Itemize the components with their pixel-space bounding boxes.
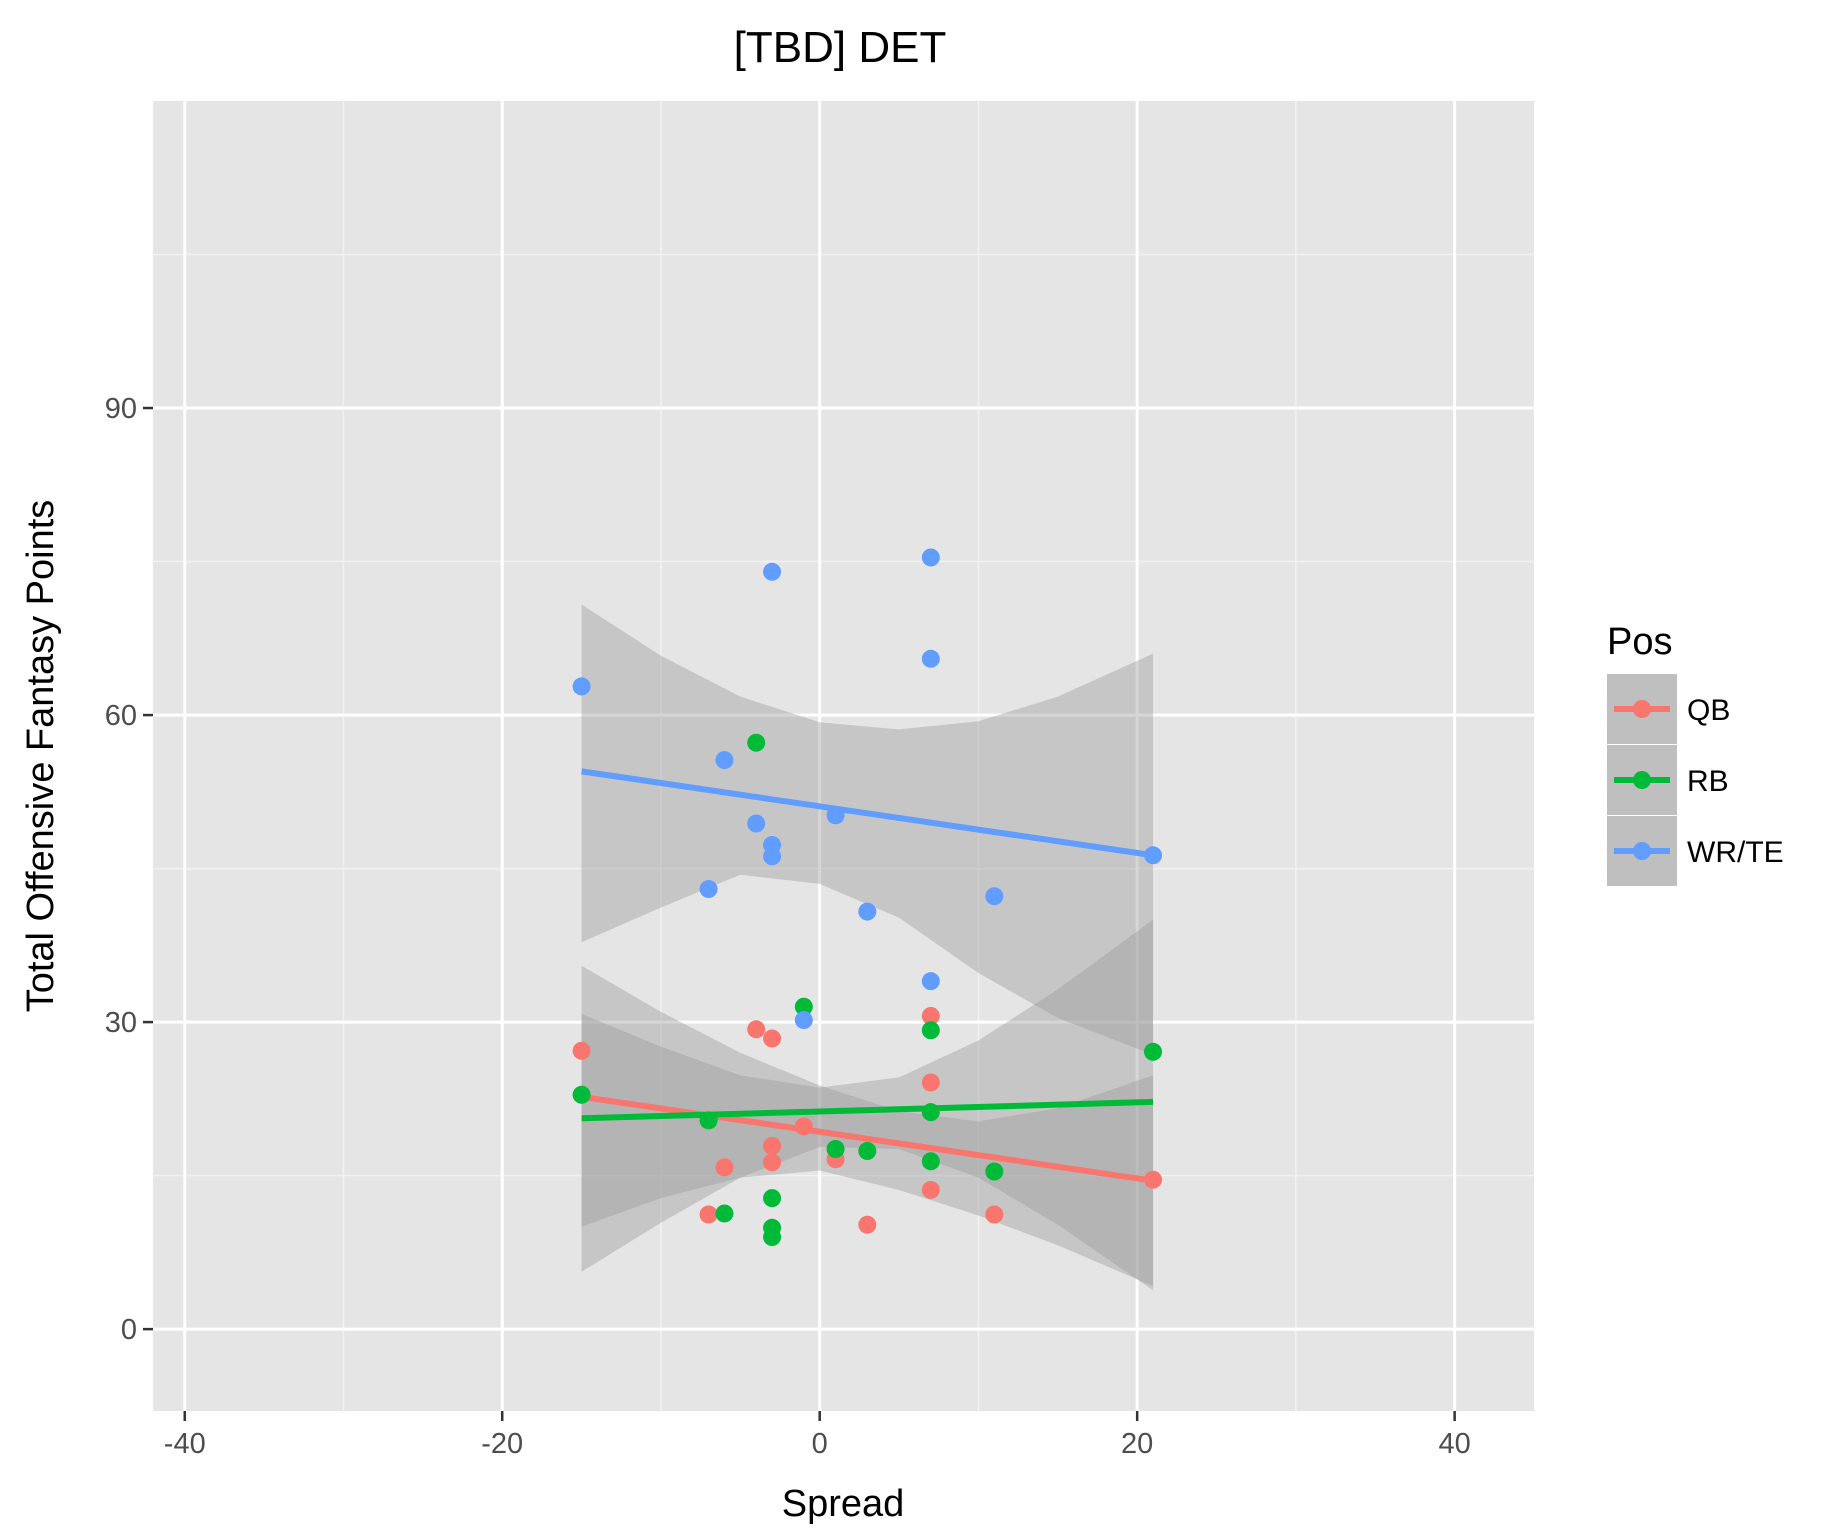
y-tick-label: 30 — [105, 1007, 137, 1039]
data-point — [699, 1205, 718, 1224]
legend: Pos QB RB WR/TE — [1607, 621, 1784, 886]
data-point — [747, 1020, 766, 1039]
data-point — [921, 649, 940, 668]
regression-line — [581, 768, 1154, 859]
legend-entry-label: WR/TE — [1687, 836, 1784, 869]
data-point — [858, 902, 877, 921]
data-point — [921, 1006, 940, 1025]
data-point — [763, 562, 782, 581]
data-point — [921, 1021, 940, 1040]
data-point — [572, 677, 591, 696]
x-tick-label: -20 — [481, 1428, 523, 1460]
data-point — [921, 1152, 940, 1171]
x-tick-label: -40 — [164, 1428, 206, 1460]
data-point — [747, 814, 766, 833]
data-point — [826, 806, 845, 825]
data-point — [794, 997, 813, 1016]
y-tick-label: 90 — [105, 393, 137, 425]
x-tick-label: 0 — [812, 1428, 828, 1460]
legend-key-point — [1633, 771, 1651, 789]
data-point — [747, 733, 766, 752]
regression-line — [581, 1098, 1154, 1122]
data-point — [715, 1204, 734, 1223]
x-tick-label: 40 — [1438, 1428, 1470, 1460]
data-point — [1144, 1042, 1163, 1061]
x-axis-title: Spread — [782, 1483, 905, 1525]
data-point — [858, 1142, 877, 1161]
data-point — [985, 887, 1004, 906]
confidence-band — [581, 919, 1154, 1291]
data-point — [572, 1041, 591, 1060]
legend-key-point — [1633, 842, 1651, 860]
data-point — [921, 1180, 940, 1199]
data-point — [921, 548, 940, 567]
y-tick-label: 0 — [121, 1314, 137, 1346]
data-point — [1144, 846, 1163, 865]
data-point — [794, 1117, 813, 1136]
gridlines-major — [153, 101, 1534, 1411]
data-point — [715, 751, 734, 770]
axis-ticks: -40 -20 0 20 40 0 30 60 90 — [105, 393, 1471, 1460]
y-axis-title: Total Offensive Fantasy Points — [20, 500, 62, 1013]
gridlines-minor — [153, 101, 1534, 1411]
data-points — [572, 548, 1163, 1247]
data-point — [763, 1136, 782, 1155]
regression-lines — [581, 768, 1154, 1184]
regression-line — [581, 1093, 1154, 1184]
plot-panel — [153, 101, 1534, 1411]
data-point — [572, 1085, 591, 1104]
data-point — [763, 1153, 782, 1172]
chart-title: [TBD] DET — [734, 23, 947, 72]
confidence-band — [581, 604, 1154, 1055]
x-tick-label: 20 — [1121, 1428, 1153, 1460]
confidence-band — [581, 965, 1154, 1287]
legend-entry-label: RB — [1687, 765, 1729, 798]
data-point — [826, 1140, 845, 1158]
data-point — [921, 1103, 940, 1122]
legend-key-point — [1633, 700, 1651, 718]
data-point — [763, 1029, 782, 1048]
data-point — [858, 1215, 877, 1234]
confidence-bands — [581, 604, 1154, 1291]
data-point — [921, 1073, 940, 1092]
data-point — [763, 1189, 782, 1208]
data-point — [1144, 1170, 1163, 1189]
data-point — [763, 1228, 782, 1247]
legend-entry-label: QB — [1687, 694, 1730, 727]
data-point — [715, 1158, 734, 1177]
data-point — [921, 972, 940, 991]
legend-title: Pos — [1607, 621, 1672, 663]
data-point — [985, 1162, 1004, 1181]
data-point — [985, 1205, 1004, 1224]
data-point — [699, 880, 718, 899]
data-point — [699, 1111, 718, 1130]
data-point — [794, 1011, 813, 1030]
data-point — [763, 847, 782, 866]
y-tick-label: 60 — [105, 700, 137, 732]
